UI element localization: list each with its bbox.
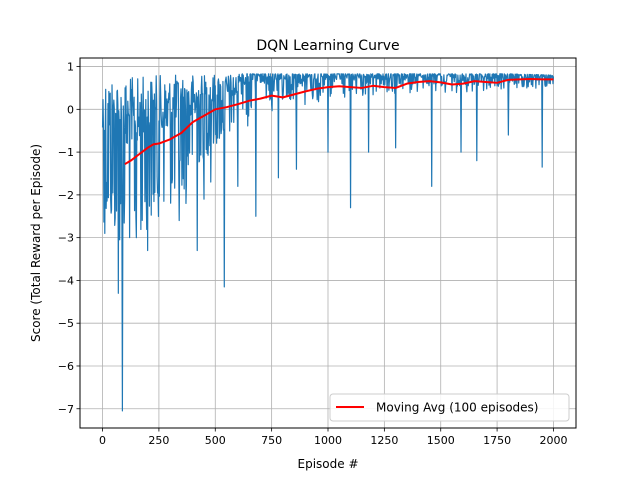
legend-box [329,393,570,422]
moving-average-line [124,77,554,165]
chart-title: DQN Learning Curve [256,38,399,54]
x-tick-label: 1250 [370,434,398,447]
y-axis-ticks: 1 0 −1 −2 −3 −4 −5 −6 −7 [58,61,80,416]
y-tick-label: 0 [67,103,74,116]
x-tick-label: 250 [148,434,169,447]
y-tick-label: −5 [58,317,74,330]
y-tick-label: −7 [58,403,74,416]
x-tick-label: 2000 [539,434,567,447]
x-tick-label: 500 [205,434,226,447]
x-tick-label: 1750 [483,434,511,447]
legend: Moving Avg (100 episodes) [329,393,570,422]
x-tick-label: 0 [99,434,106,447]
y-tick-label: 1 [67,61,74,74]
legend-label-moving-avg: Moving Avg (100 episodes) [376,401,538,415]
y-tick-label: −6 [58,360,74,373]
episode-score-line [101,73,555,412]
y-tick-label: −1 [58,146,74,159]
plot-data [101,73,555,412]
y-tick-label: −2 [58,189,74,202]
x-tick-label: 1000 [314,434,342,447]
x-tick-label: 1500 [427,434,455,447]
x-axis-label: Episode # [298,457,359,471]
x-axis-ticks: 0 250 500 750 1000 1250 1500 1750 2000 [99,428,567,447]
y-axis-label: Score (Total Reward per Episode) [29,144,43,342]
y-tick-label: −3 [58,232,74,245]
y-tick-label: −4 [58,274,74,287]
x-tick-label: 750 [261,434,282,447]
